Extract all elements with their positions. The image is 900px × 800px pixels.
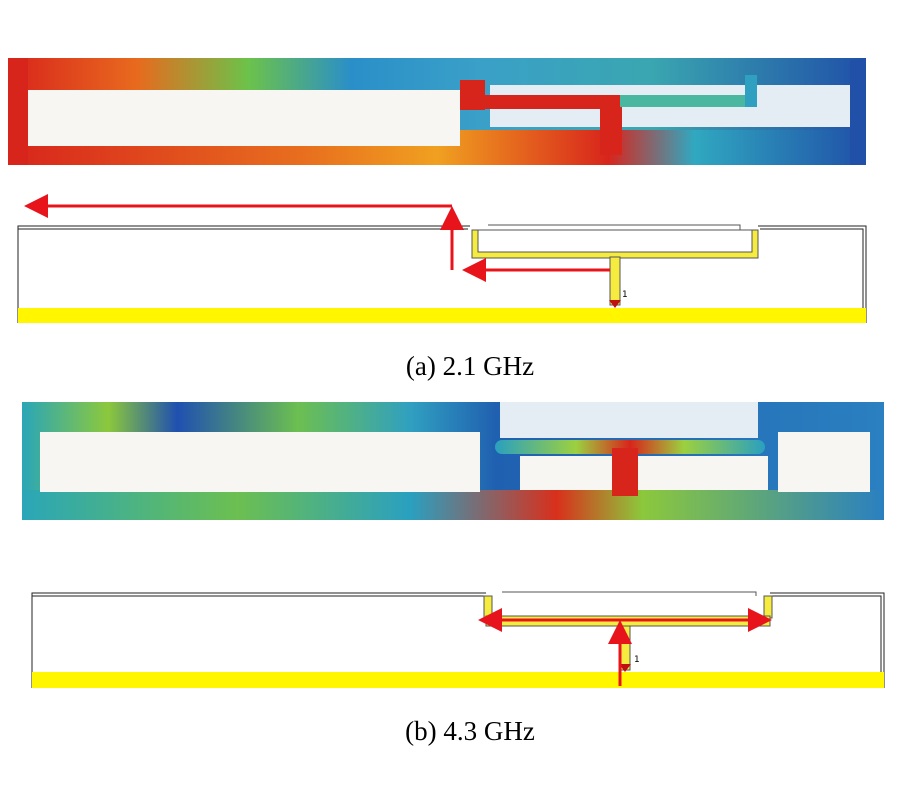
port-label: 1 [622, 290, 628, 300]
antenna-layout-b [31, 591, 885, 688]
antenna-layout-a [17, 224, 867, 323]
current-arrows-a [24, 194, 610, 282]
caption: (a) 2.1 GHz [406, 351, 534, 381]
current-map-b [22, 402, 884, 520]
caption: (b) 4.3 GHz [405, 716, 535, 746]
current-map-a [8, 58, 866, 165]
current-arrows-b [478, 608, 772, 686]
port-label: 1 [634, 655, 640, 665]
